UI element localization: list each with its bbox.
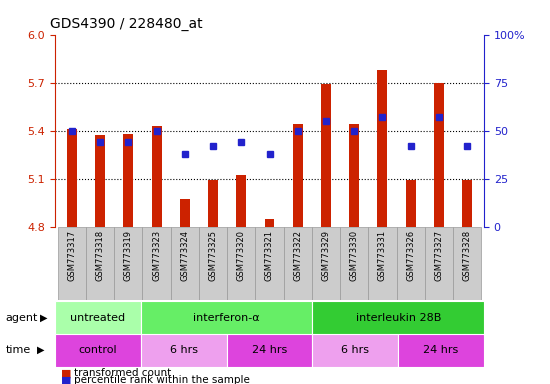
Bar <box>55 301 141 334</box>
Text: GDS4390 / 228480_at: GDS4390 / 228480_at <box>50 17 202 31</box>
Bar <box>425 227 453 300</box>
Text: GSM773331: GSM773331 <box>378 230 387 281</box>
Bar <box>462 180 472 227</box>
Bar <box>312 227 340 300</box>
Text: control: control <box>79 345 117 356</box>
Bar <box>377 70 387 227</box>
Bar <box>95 136 105 227</box>
Bar <box>199 227 227 300</box>
Bar <box>368 227 397 300</box>
Bar <box>284 227 312 300</box>
Bar <box>265 218 274 227</box>
Bar <box>67 129 77 227</box>
Bar <box>255 227 284 300</box>
Text: GSM773320: GSM773320 <box>237 230 246 281</box>
Bar <box>321 84 331 227</box>
Bar <box>227 227 255 300</box>
Text: interleukin 28B: interleukin 28B <box>355 313 441 323</box>
Bar <box>141 301 312 334</box>
Bar <box>340 227 368 300</box>
Bar <box>58 227 86 300</box>
Bar <box>312 334 398 367</box>
Bar <box>142 227 170 300</box>
Text: percentile rank within the sample: percentile rank within the sample <box>74 375 250 384</box>
Text: 24 hrs: 24 hrs <box>424 345 459 356</box>
Bar <box>180 199 190 227</box>
Text: time: time <box>6 345 31 355</box>
Text: GSM773328: GSM773328 <box>463 230 471 281</box>
Bar <box>123 134 133 227</box>
Text: interferon-α: interferon-α <box>193 313 260 323</box>
Bar <box>398 334 484 367</box>
Text: GSM773327: GSM773327 <box>434 230 443 281</box>
Text: GSM773318: GSM773318 <box>96 230 104 281</box>
Text: GSM773322: GSM773322 <box>293 230 302 281</box>
Text: agent: agent <box>6 313 38 323</box>
Bar <box>227 334 312 367</box>
Text: GSM773319: GSM773319 <box>124 230 133 281</box>
Text: 6 hrs: 6 hrs <box>342 345 369 356</box>
Bar <box>397 227 425 300</box>
Bar <box>141 334 227 367</box>
Text: GSM773321: GSM773321 <box>265 230 274 281</box>
Bar <box>453 227 481 300</box>
Text: GSM773325: GSM773325 <box>208 230 218 281</box>
Bar <box>349 124 359 227</box>
Text: 6 hrs: 6 hrs <box>170 345 197 356</box>
Text: ■: ■ <box>60 375 71 384</box>
Text: ▶: ▶ <box>40 313 47 323</box>
Bar <box>208 180 218 227</box>
Bar <box>236 175 246 227</box>
Bar <box>86 227 114 300</box>
Text: GSM773330: GSM773330 <box>350 230 359 281</box>
Bar <box>312 301 484 334</box>
Text: GSM773323: GSM773323 <box>152 230 161 281</box>
Bar <box>406 180 416 227</box>
Text: untreated: untreated <box>70 313 125 323</box>
Bar <box>55 334 141 367</box>
Bar <box>434 83 444 227</box>
Text: GSM773326: GSM773326 <box>406 230 415 281</box>
Text: GSM773324: GSM773324 <box>180 230 189 281</box>
Text: GSM773317: GSM773317 <box>68 230 76 281</box>
Text: ▶: ▶ <box>37 345 45 355</box>
Bar <box>152 126 162 227</box>
Text: GSM773329: GSM773329 <box>321 230 331 281</box>
Bar <box>170 227 199 300</box>
Text: ■: ■ <box>60 368 71 378</box>
Text: transformed count: transformed count <box>74 368 172 378</box>
Bar <box>114 227 142 300</box>
Bar <box>293 124 303 227</box>
Text: 24 hrs: 24 hrs <box>252 345 287 356</box>
